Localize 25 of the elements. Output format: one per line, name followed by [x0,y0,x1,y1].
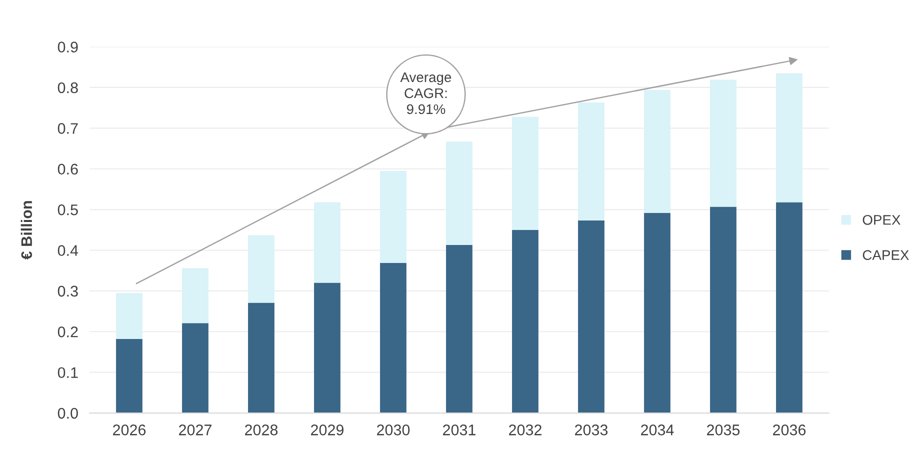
x-tick-label: 2033 [575,424,608,436]
annotation: Average CAGR: 9.91% [400,72,452,114]
x-tick-label: 2028 [245,424,278,436]
x-tick-label: 2034 [641,424,674,436]
x-tick-label: 2036 [773,424,806,436]
x-tick-label: 2029 [311,424,344,436]
y-tick-label: 0.3 [58,286,78,297]
y-tick-label: 0.2 [58,326,78,338]
y-tick-label: 0.0 [58,408,78,419]
legend-label: OPEX [862,214,900,225]
y-tick-label: 0.4 [58,245,78,256]
x-tick-label: 2030 [377,424,410,436]
y-tick-label: 0.6 [58,164,78,175]
y-tick-label: 0.9 [58,42,78,52]
x-tick-label: 2035 [707,424,740,436]
y-tick-label: 0.1 [58,367,78,378]
x-tick-label: 2032 [509,424,542,436]
legend-label: CAPEX [862,250,909,260]
x-tick-label: 2031 [443,424,476,436]
y-tick-label: 0.8 [58,82,78,94]
x-tick-label: 2027 [179,424,212,436]
y-tick-label: 0.5 [58,204,78,216]
x-tick-label: 2026 [113,424,146,436]
y-tick-label: 0.7 [58,123,78,134]
y-axis-title: € Billion [20,201,32,260]
